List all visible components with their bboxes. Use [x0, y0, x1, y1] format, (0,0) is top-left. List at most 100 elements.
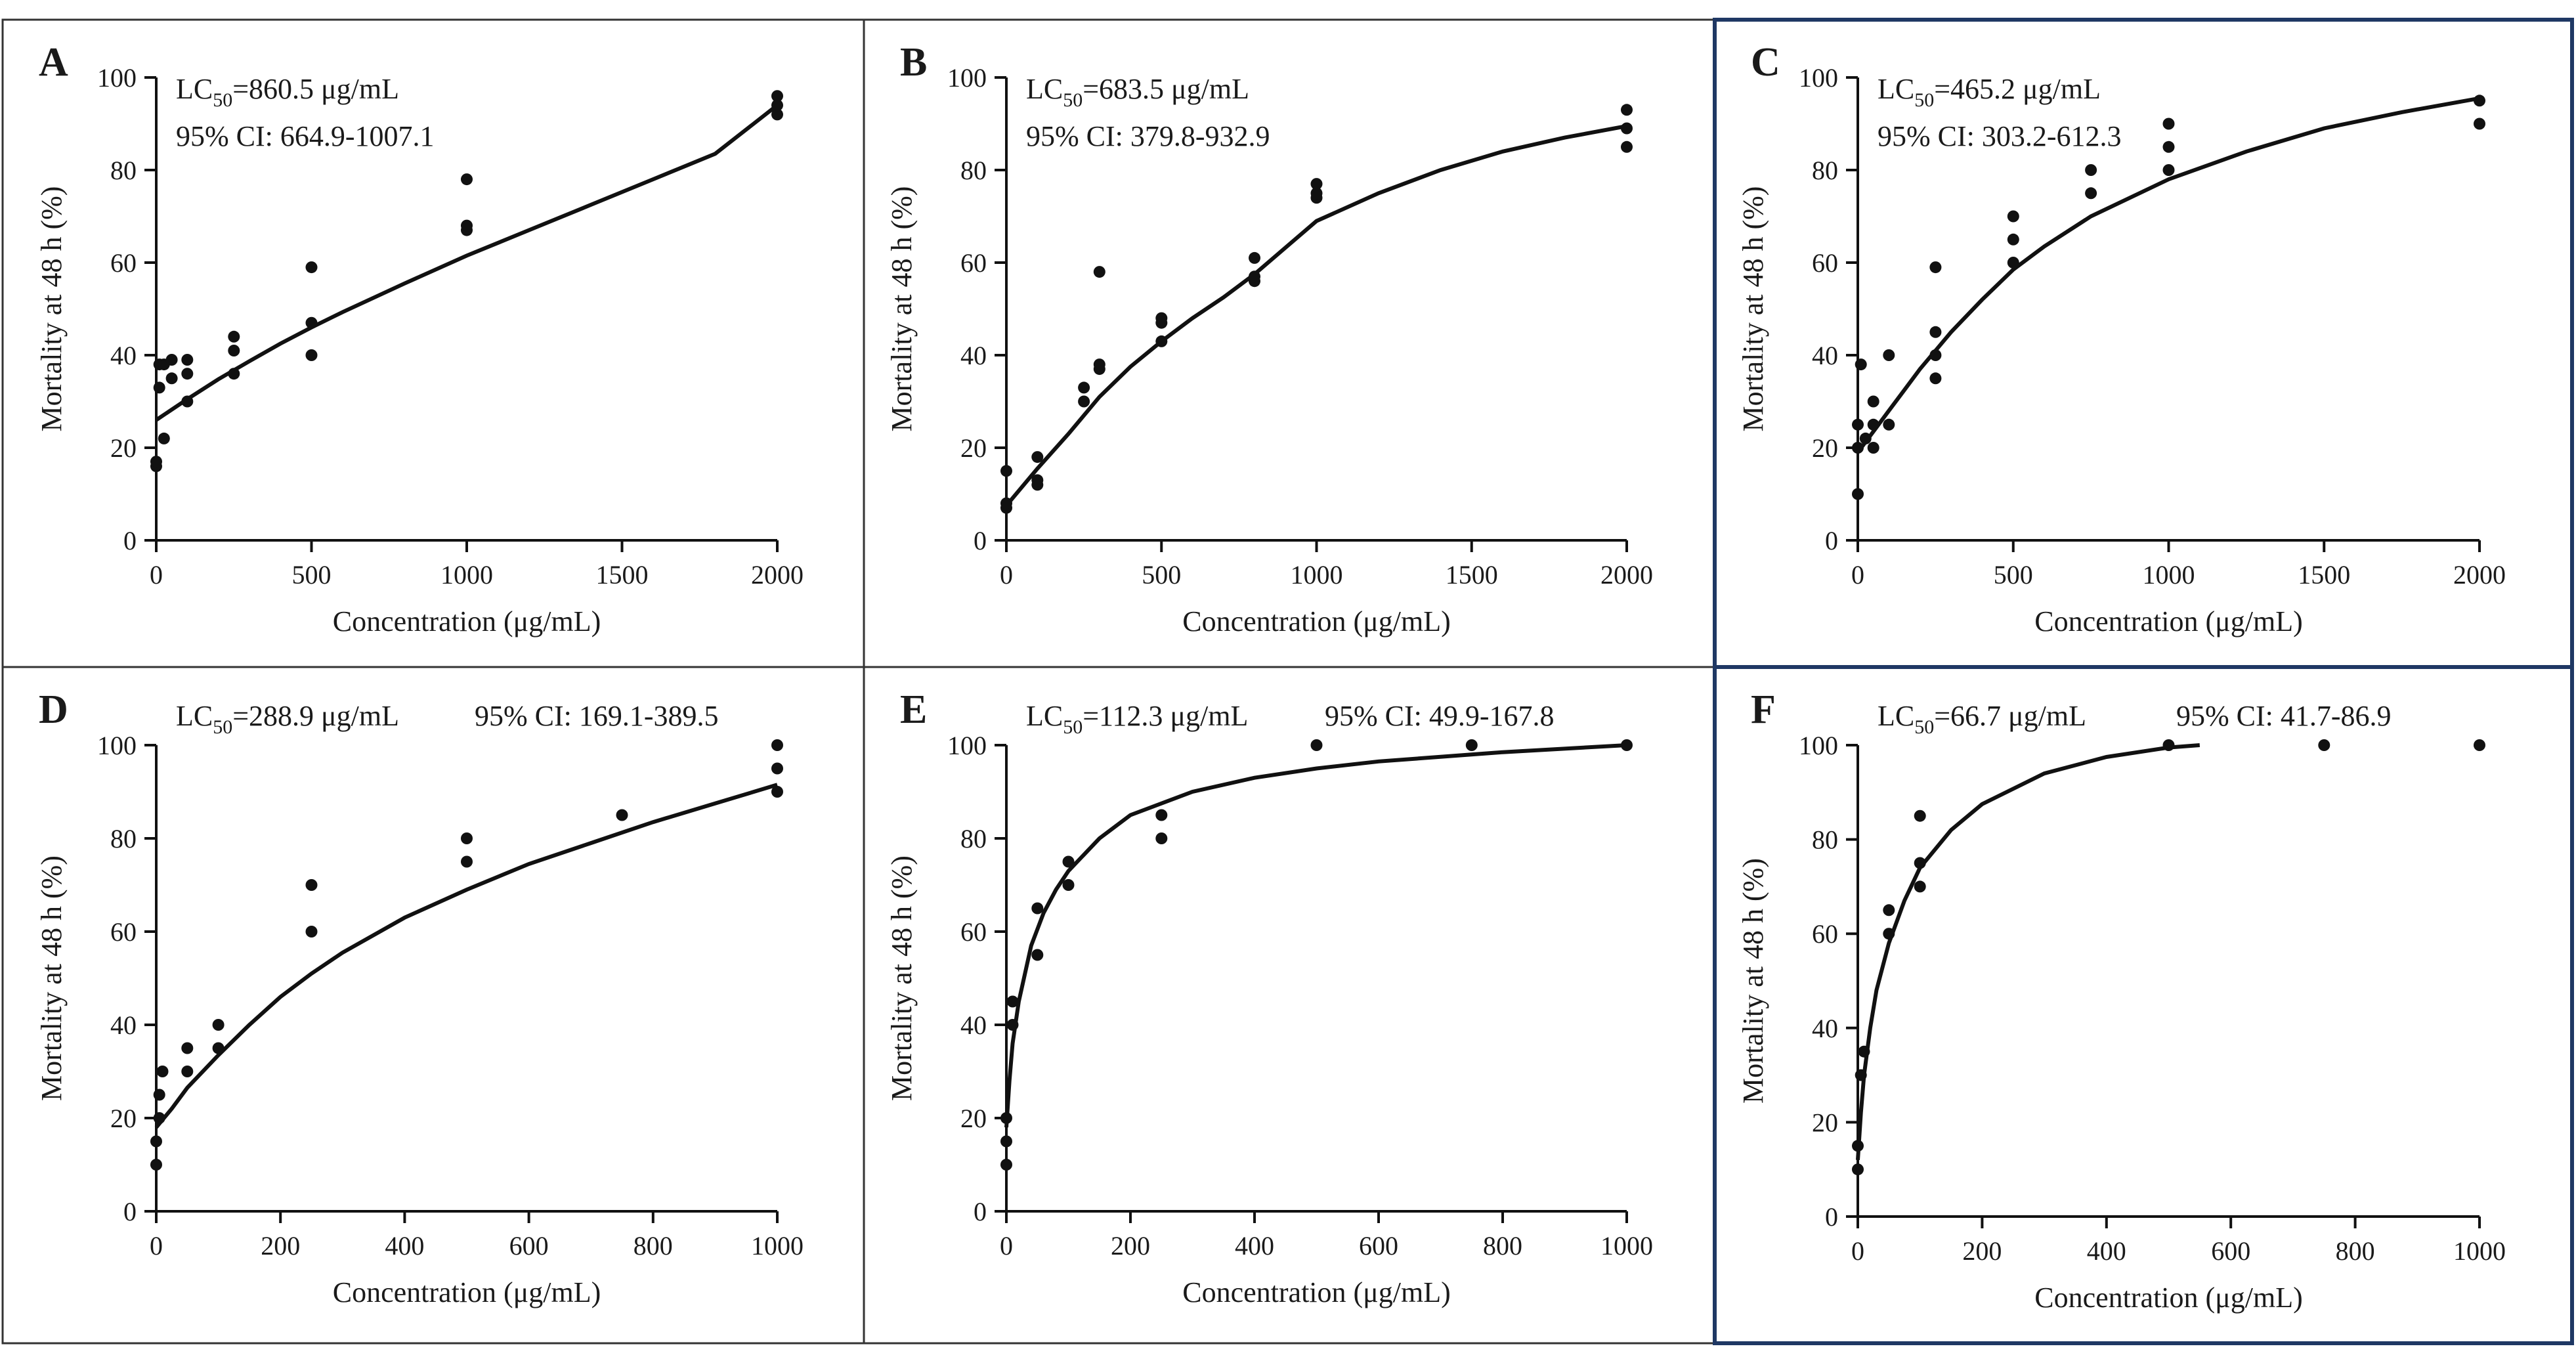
data-point [1031, 902, 1044, 915]
x-tick-label: 800 [2336, 1236, 2375, 1266]
y-tick-label: 60 [110, 248, 137, 278]
x-tick-label: 1000 [2453, 1236, 2506, 1266]
data-point [1867, 418, 1879, 431]
data-point [212, 1042, 225, 1054]
data-point [305, 261, 318, 274]
data-point [1155, 312, 1168, 324]
data-point [153, 1089, 165, 1101]
data-point [1310, 187, 1323, 200]
data-point [1929, 326, 1942, 338]
data-point [461, 832, 473, 844]
data-point [181, 395, 194, 408]
lc50-annotation: LC50=683.5 μg/mL [1026, 73, 1249, 111]
data-point [158, 432, 170, 444]
data-point [1093, 358, 1106, 371]
data-point [181, 368, 194, 380]
y-tick-label: 20 [110, 1104, 137, 1133]
panel-label: B [900, 40, 927, 85]
data-point [1855, 358, 1867, 371]
data-point [1852, 442, 1864, 454]
y-tick-label: 80 [110, 824, 137, 853]
data-point [2162, 739, 2175, 751]
data-point [1858, 1045, 1870, 1058]
y-tick-label: 40 [110, 1010, 137, 1040]
data-point [1929, 349, 1942, 361]
y-tick-label: 100 [97, 731, 137, 760]
y-tick-label: 40 [110, 341, 137, 370]
y-tick-label: 0 [974, 1197, 987, 1226]
y-tick-label: 20 [1812, 433, 1838, 463]
data-point [1852, 1140, 1864, 1152]
data-point [181, 1042, 194, 1054]
data-point [1914, 857, 1926, 869]
y-tick-label: 20 [960, 1104, 987, 1133]
x-tick-label: 1500 [1446, 560, 1498, 590]
data-point [616, 809, 628, 821]
x-tick-label: 200 [1962, 1236, 2002, 1266]
x-tick-label: 200 [261, 1231, 300, 1261]
data-point [1078, 395, 1090, 408]
data-point [1883, 928, 1895, 940]
x-tick-label: 1000 [440, 560, 493, 590]
fit-curve [1856, 96, 2480, 454]
data-point [1310, 178, 1323, 190]
x-tick-label: 400 [1235, 1231, 1274, 1261]
panel-label: F [1751, 687, 1776, 732]
y-axis-title: Mortality at 48 h (%) [1737, 186, 1769, 432]
data-point [771, 90, 783, 102]
x-tick-label: 1000 [751, 1231, 804, 1261]
data-point [1062, 879, 1075, 891]
data-point [2085, 187, 2097, 200]
data-point [1000, 1135, 1012, 1148]
ci-annotation: 95% CI: 169.1-389.5 [475, 700, 719, 732]
ci-annotation: 95% CI: 664.9-1007.1 [176, 120, 435, 152]
data-point [771, 108, 783, 121]
x-tick-label: 1000 [1600, 1231, 1653, 1261]
y-tick-label: 100 [1799, 63, 1838, 93]
data-point [305, 926, 318, 938]
data-point [1914, 880, 1926, 893]
panel-label: D [39, 687, 68, 732]
x-axis-title: Concentration (μg/mL) [2034, 605, 2302, 637]
data-point [1465, 739, 1478, 751]
y-tick-label: 40 [960, 341, 987, 370]
data-point [2474, 118, 2485, 130]
x-tick-label: 400 [2087, 1236, 2126, 1266]
y-tick-label: 40 [1812, 341, 1838, 370]
data-point [165, 354, 178, 366]
lc50-annotation: LC50=112.3 μg/mL [1026, 700, 1248, 738]
data-point [2318, 739, 2330, 751]
y-tick-label: 0 [123, 1197, 137, 1226]
y-tick-label: 100 [97, 63, 137, 93]
lc50-annotation: LC50=66.7 μg/mL [1878, 700, 2086, 738]
data-point [1093, 266, 1106, 278]
data-point [1031, 474, 1044, 486]
panel-frame [1713, 665, 2574, 1345]
data-point [1929, 372, 1942, 385]
data-point [1621, 140, 1633, 153]
data-point [1883, 349, 1895, 361]
x-tick-label: 2000 [2453, 560, 2506, 590]
data-point [461, 219, 473, 232]
data-point [771, 762, 783, 775]
data-point [1155, 809, 1168, 821]
data-point [150, 1135, 162, 1148]
x-tick-label: 2000 [1600, 560, 1653, 590]
data-point [1006, 1019, 1019, 1031]
ci-annotation: 95% CI: 303.2-612.3 [1878, 120, 2122, 152]
data-point [2162, 164, 2175, 176]
data-point [771, 786, 783, 798]
x-tick-label: 0 [1000, 1231, 1013, 1261]
data-point [1621, 104, 1633, 116]
data-point [1310, 739, 1323, 751]
y-tick-label: 60 [110, 917, 137, 947]
y-tick-label: 20 [1812, 1108, 1838, 1137]
y-tick-label: 100 [1799, 731, 1838, 760]
data-point [2007, 233, 2019, 246]
y-tick-label: 60 [1812, 248, 1838, 278]
